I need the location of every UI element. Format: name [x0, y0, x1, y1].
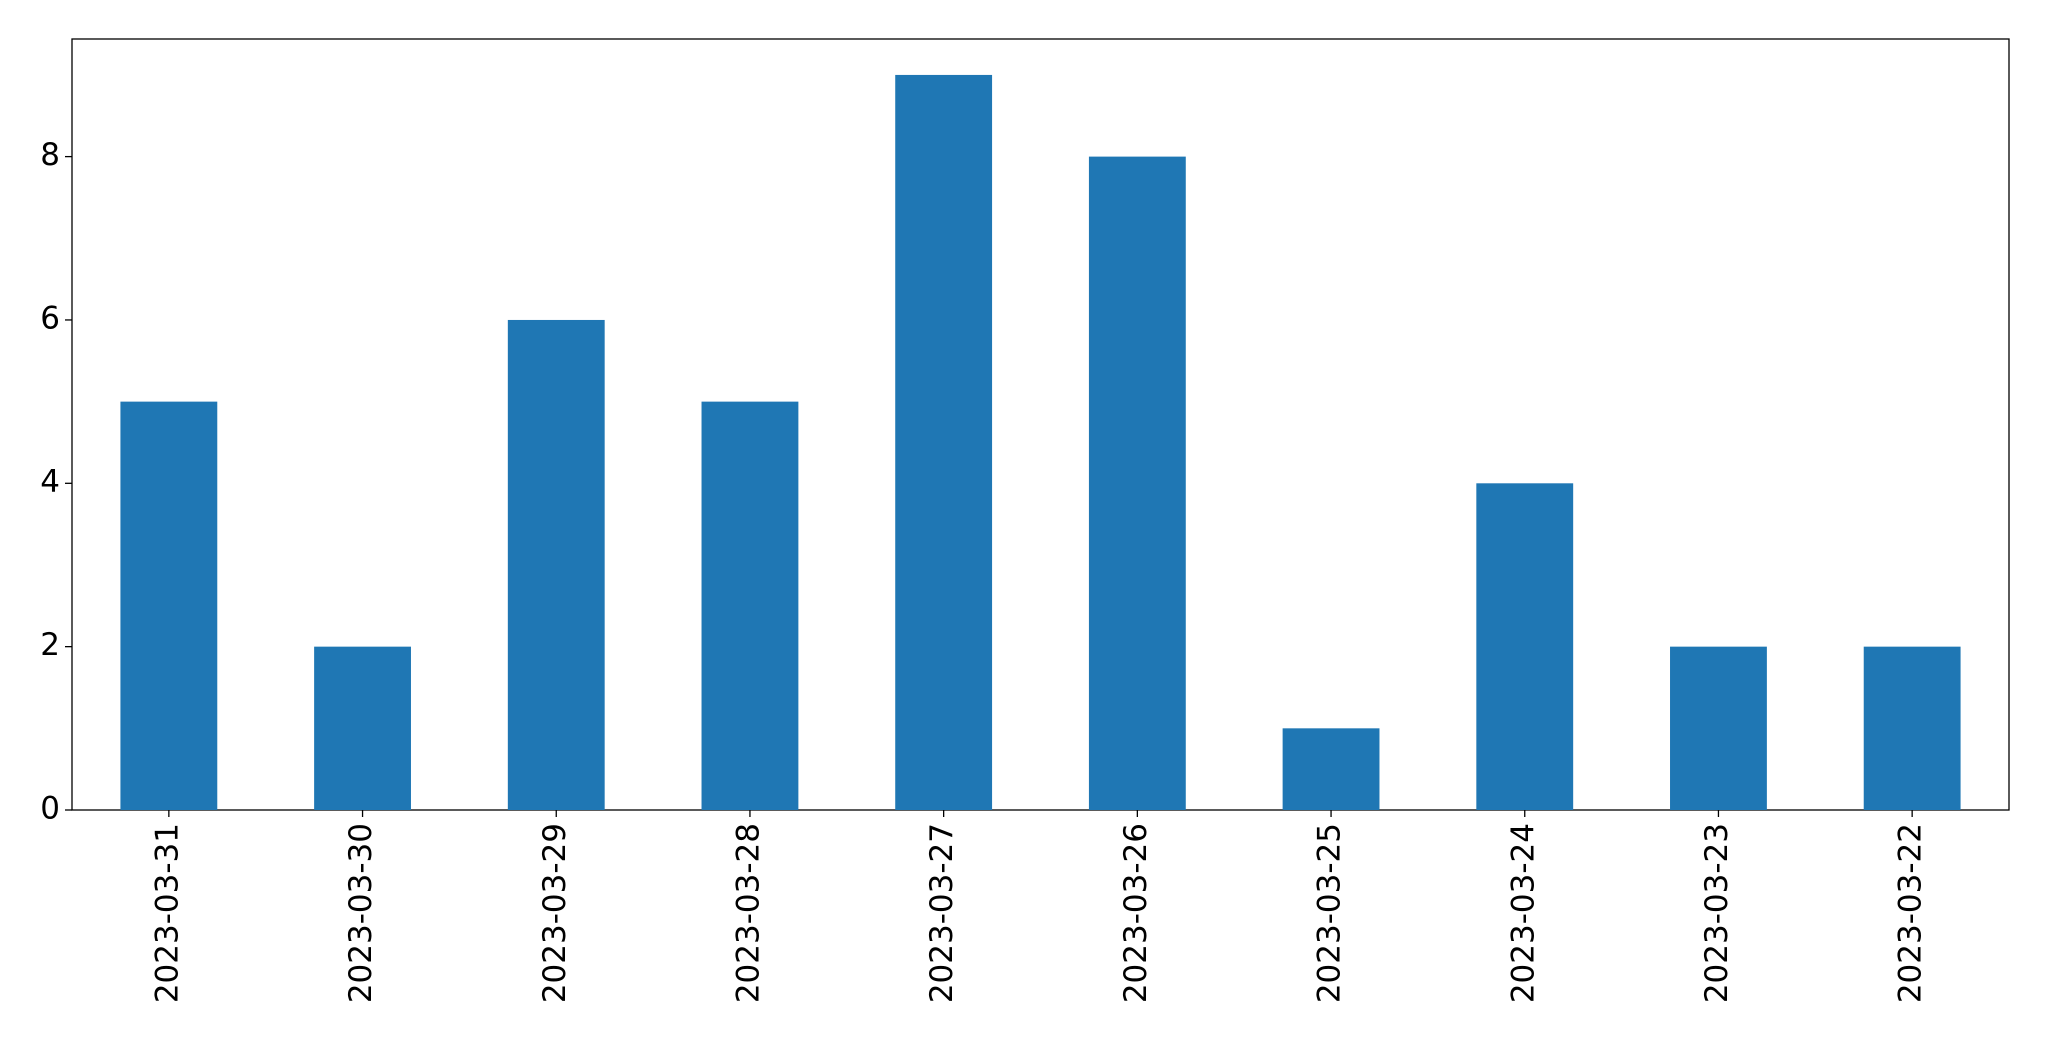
bar	[1476, 483, 1574, 810]
x-tick-label: 2023-03-22	[1893, 823, 1929, 1003]
x-tick-label: 2023-03-28	[730, 823, 766, 1003]
bar	[1282, 728, 1380, 810]
y-tick-label: 4	[40, 464, 60, 500]
bar	[1863, 646, 1961, 810]
x-tick-label: 2023-03-29	[537, 823, 573, 1003]
x-tick-label: 2023-03-31	[149, 823, 185, 1003]
bar	[701, 401, 799, 810]
x-tick-label: 2023-03-30	[343, 823, 379, 1003]
bar	[314, 646, 411, 810]
bar	[120, 401, 218, 810]
bar	[1088, 156, 1186, 810]
x-tick-label: 2023-03-26	[1118, 823, 1154, 1003]
y-tick-label: 0	[40, 791, 60, 827]
y-tick-label: 8	[40, 137, 60, 173]
plot-frame	[71, 38, 2010, 811]
x-tick-label: 2023-03-24	[1505, 823, 1541, 1003]
bar	[507, 319, 605, 810]
bar	[895, 74, 993, 810]
x-tick-label: 2023-03-25	[1312, 823, 1348, 1003]
x-tick-label: 2023-03-23	[1699, 823, 1735, 1003]
x-tick-label: 2023-03-27	[924, 823, 960, 1003]
y-tick-label: 6	[40, 300, 60, 336]
bar	[1670, 646, 1767, 810]
y-tick-label: 2	[40, 627, 60, 663]
